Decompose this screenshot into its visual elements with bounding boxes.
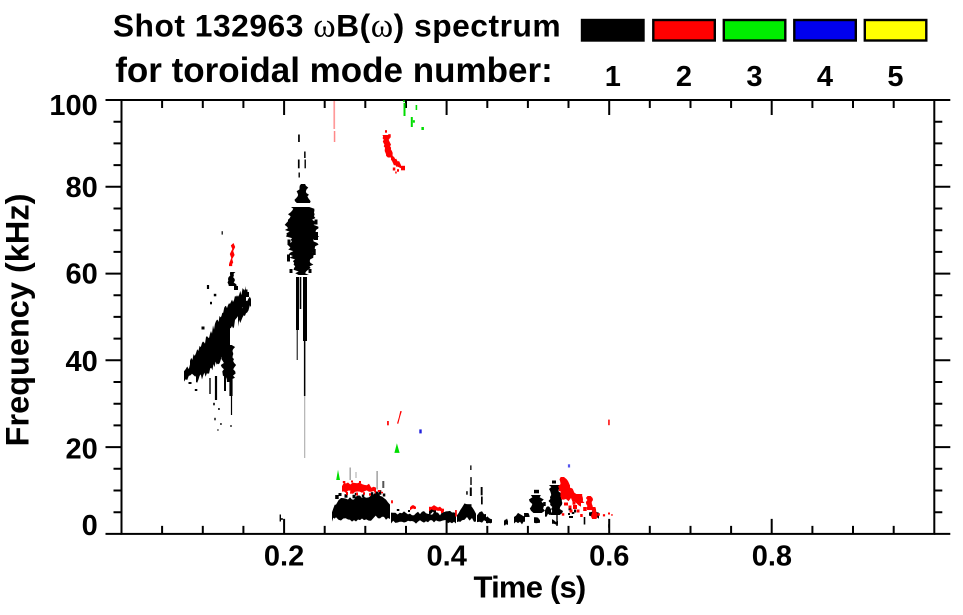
svg-text:Time (s): Time (s): [474, 569, 586, 604]
svg-text:0.2: 0.2: [264, 541, 304, 573]
svg-text:60: 60: [66, 259, 98, 291]
svg-text:80: 80: [66, 172, 98, 204]
svg-text:Shot 132963 ωB(ω) spectrum: Shot 132963 ωB(ω) spectrum: [113, 8, 561, 45]
svg-text:1: 1: [605, 61, 621, 93]
svg-text:for toroidal mode number:: for toroidal mode number:: [115, 51, 553, 90]
svg-text:0.4: 0.4: [427, 541, 467, 573]
svg-text:0: 0: [82, 510, 98, 542]
svg-text:4: 4: [817, 61, 833, 93]
svg-text:0.8: 0.8: [752, 541, 792, 573]
svg-text:Frequency (kHz): Frequency (kHz): [0, 194, 36, 447]
svg-text:0.6: 0.6: [589, 541, 629, 573]
svg-text:100: 100: [49, 90, 97, 122]
svg-text:5: 5: [887, 61, 903, 93]
svg-text:40: 40: [66, 346, 98, 378]
svg-text:2: 2: [676, 61, 692, 93]
svg-text:3: 3: [746, 61, 762, 93]
svg-text:20: 20: [66, 433, 98, 465]
